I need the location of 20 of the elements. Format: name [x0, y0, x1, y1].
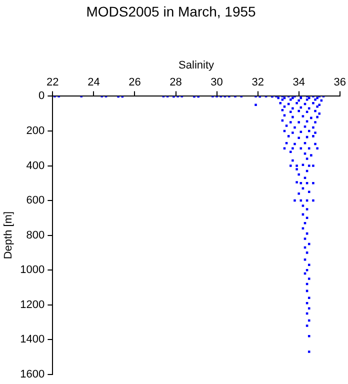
- y-tick-label: 1000: [20, 264, 45, 276]
- y-tick-label: 1400: [20, 334, 45, 346]
- x-tick-label: 32: [252, 76, 264, 89]
- y-tick-label: 400: [26, 160, 45, 172]
- x-tick-label: 34: [292, 76, 305, 89]
- x-tick-label: 28: [170, 76, 182, 89]
- x-tick-label: 26: [128, 76, 141, 89]
- x-tick-label: 24: [88, 76, 100, 89]
- y-tick-label: 1200: [20, 298, 45, 311]
- x-tick-label: 22: [46, 76, 59, 89]
- y-tick-label: 800: [26, 229, 45, 242]
- x-tick-label: 36: [334, 76, 346, 89]
- y-tick-label: 600: [26, 194, 45, 207]
- x-axis-title: Salinity: [178, 59, 214, 72]
- y-tick-label: 200: [26, 125, 45, 138]
- y-tick-label: 1600: [20, 368, 45, 380]
- y-tick-label: 0: [38, 90, 45, 102]
- y-axis-title: Depth [m]: [2, 211, 15, 260]
- x-tick-label: 30: [210, 76, 223, 89]
- chart-title: MODS2005 in March, 1955: [86, 3, 256, 20]
